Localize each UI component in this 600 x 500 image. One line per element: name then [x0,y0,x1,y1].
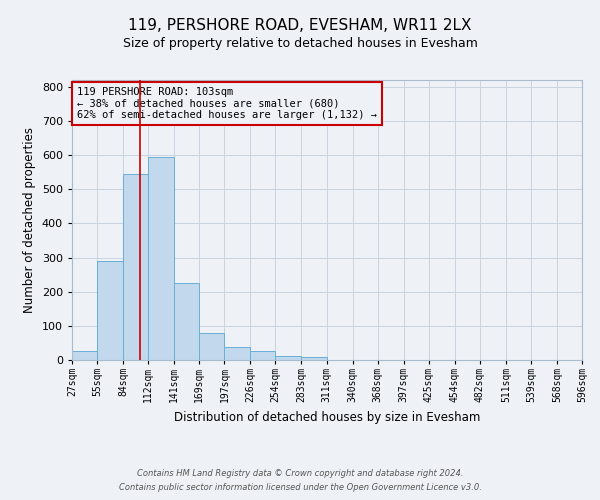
Bar [301,356,326,360]
Bar [148,157,174,360]
Text: Size of property relative to detached houses in Evesham: Size of property relative to detached ho… [122,38,478,51]
Bar [174,283,199,360]
Text: 119, PERSHORE ROAD, EVESHAM, WR11 2LX: 119, PERSHORE ROAD, EVESHAM, WR11 2LX [128,18,472,32]
Bar [224,347,250,360]
Bar [275,356,301,360]
X-axis label: Distribution of detached houses by size in Evesham: Distribution of detached houses by size … [174,410,480,424]
Text: Contains public sector information licensed under the Open Government Licence v3: Contains public sector information licen… [119,484,481,492]
Bar [97,261,123,360]
Bar [72,351,97,360]
Bar [123,174,148,360]
Bar [199,332,224,360]
Y-axis label: Number of detached properties: Number of detached properties [23,127,36,313]
Text: Contains HM Land Registry data © Crown copyright and database right 2024.: Contains HM Land Registry data © Crown c… [137,468,463,477]
Text: 119 PERSHORE ROAD: 103sqm
← 38% of detached houses are smaller (680)
62% of semi: 119 PERSHORE ROAD: 103sqm ← 38% of detac… [77,87,377,120]
Bar [250,352,275,360]
